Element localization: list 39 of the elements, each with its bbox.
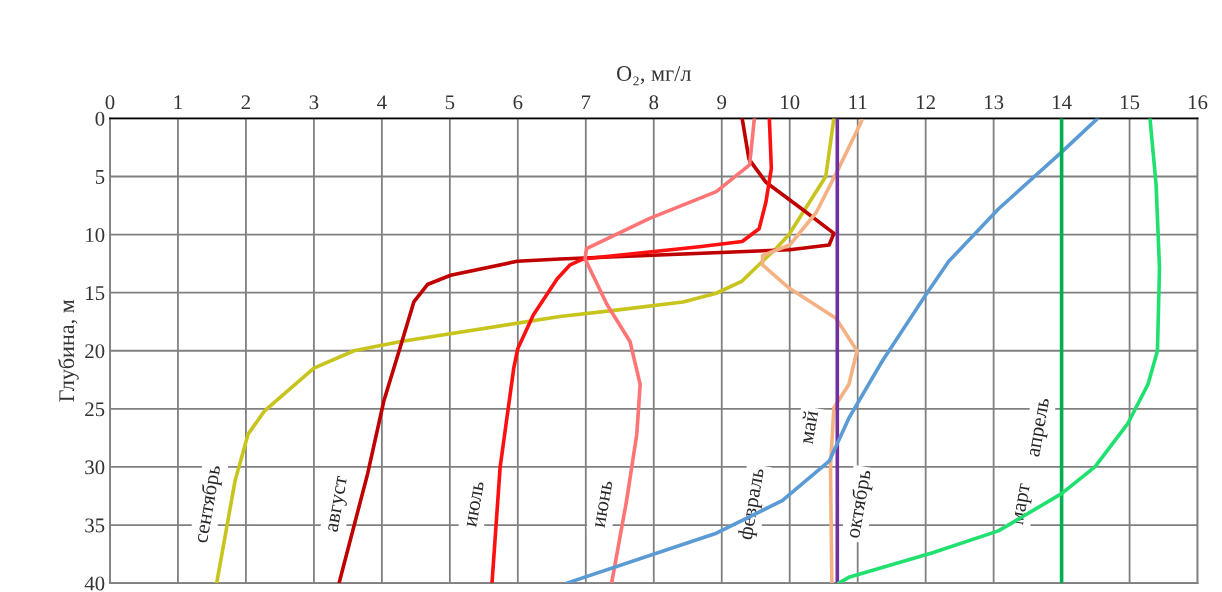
y-tick-label: 5 (95, 170, 105, 184)
text: сентябрь (192, 464, 225, 544)
text: июль (466, 481, 485, 528)
text: июнь (594, 480, 613, 528)
y-tick-label: 15 (86, 286, 105, 301)
text: май (798, 409, 819, 445)
line-series (564, 118, 1100, 584)
y-axis-title: Глубина, м (58, 299, 79, 402)
y-tick-label: 40 (84, 576, 105, 591)
x-tick-label: 1 (174, 95, 182, 110)
x-tick-label: 9 (717, 95, 727, 110)
x-tick-label: 5 (445, 95, 455, 110)
y-tick-label: 30 (85, 460, 105, 475)
x-tick-label: 16 (1188, 95, 1208, 110)
text: февраль (737, 467, 769, 541)
x-tick-label: 4 (377, 95, 387, 110)
x-tick-label: 14 (1053, 95, 1072, 110)
line-series (490, 118, 774, 584)
x-tick-label: 8 (649, 95, 659, 110)
x-tick-label: 3 (309, 95, 319, 110)
text: апрель (1029, 397, 1054, 458)
y-tick-label: 35 (85, 518, 105, 533)
x-tick-label: 13 (985, 95, 1004, 110)
x-axis-title: O₂, мг/л (617, 66, 691, 86)
x-tick-label: 10 (781, 95, 800, 110)
x-tick-label: 2 (241, 95, 250, 110)
y-tick-label: 25 (85, 402, 105, 417)
x-tick-label: 12 (917, 95, 935, 110)
line-series (836, 118, 1162, 584)
x-tick-label: 15 (1121, 95, 1140, 110)
x-tick-label: 7 (581, 95, 591, 110)
text: октябрь (844, 469, 876, 540)
y-tick-label: 10 (86, 227, 105, 243)
x-tick-label: 0 (105, 95, 115, 110)
x-tick-label: 6 (513, 95, 523, 110)
y-tick-label: 0 (95, 111, 105, 126)
x-tick-label: 11 (849, 95, 867, 110)
y-tick-label: 20 (85, 344, 105, 359)
text: август (327, 475, 352, 533)
